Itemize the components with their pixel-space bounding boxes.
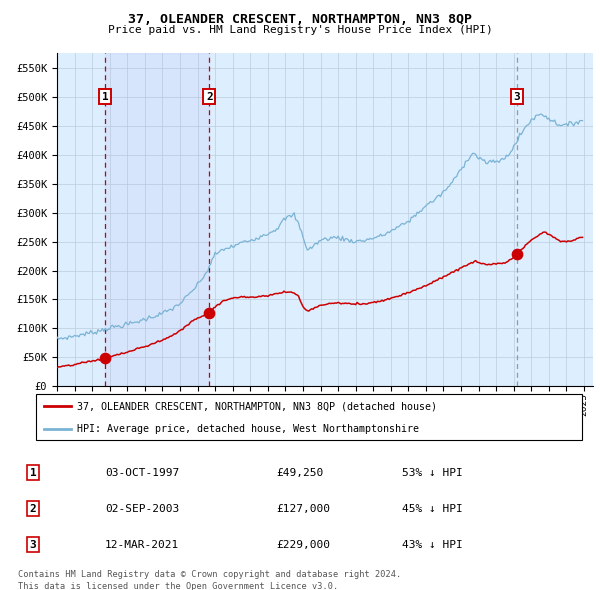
Text: 53% ↓ HPI: 53% ↓ HPI [402,468,463,478]
Text: 3: 3 [514,91,520,101]
Text: 12-MAR-2021: 12-MAR-2021 [105,540,179,550]
Point [205,308,214,317]
Text: 3: 3 [29,540,37,550]
Text: £229,000: £229,000 [276,540,330,550]
Text: Contains HM Land Registry data © Crown copyright and database right 2024.: Contains HM Land Registry data © Crown c… [18,571,401,579]
Text: 43% ↓ HPI: 43% ↓ HPI [402,540,463,550]
Point [512,249,521,258]
Text: 45% ↓ HPI: 45% ↓ HPI [402,504,463,514]
Text: 2: 2 [206,91,212,101]
Text: This data is licensed under the Open Government Licence v3.0.: This data is licensed under the Open Gov… [18,582,338,590]
Text: 2: 2 [29,504,37,514]
Point [101,353,110,363]
Text: 37, OLEANDER CRESCENT, NORTHAMPTON, NN3 8QP: 37, OLEANDER CRESCENT, NORTHAMPTON, NN3 … [128,13,472,26]
Text: 37, OLEANDER CRESCENT, NORTHAMPTON, NN3 8QP (detached house): 37, OLEANDER CRESCENT, NORTHAMPTON, NN3 … [77,401,437,411]
FancyBboxPatch shape [36,394,582,440]
Text: 03-OCT-1997: 03-OCT-1997 [105,468,179,478]
Text: 02-SEP-2003: 02-SEP-2003 [105,504,179,514]
Text: 1: 1 [29,468,37,478]
Text: HPI: Average price, detached house, West Northamptonshire: HPI: Average price, detached house, West… [77,424,419,434]
Bar [106,53,209,386]
Text: £127,000: £127,000 [276,504,330,514]
Text: £49,250: £49,250 [276,468,323,478]
Text: 1: 1 [102,91,109,101]
Text: Price paid vs. HM Land Registry's House Price Index (HPI): Price paid vs. HM Land Registry's House … [107,25,493,35]
